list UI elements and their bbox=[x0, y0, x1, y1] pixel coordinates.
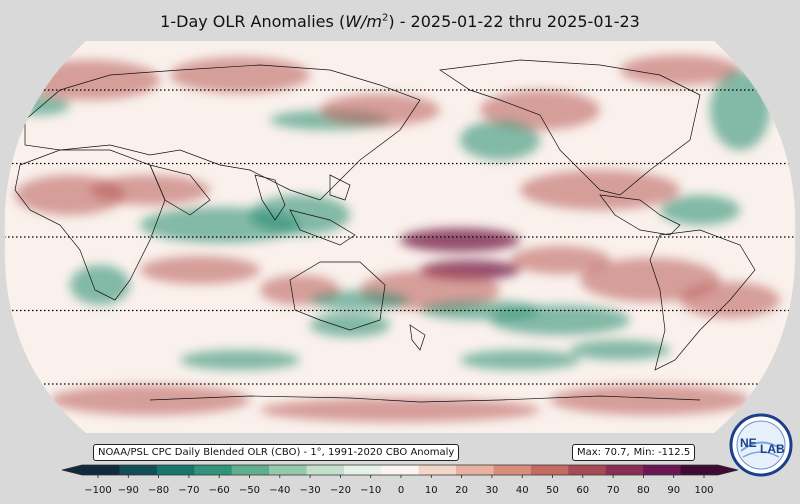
logo-text-b: LAB bbox=[760, 442, 785, 456]
source-note: NOAA/PSL CPC Daily Blended OLR (CBO) - 1… bbox=[93, 444, 460, 461]
colorbar-segment bbox=[418, 465, 457, 475]
anomaly-region bbox=[550, 385, 750, 415]
coastline bbox=[149, 395, 701, 403]
colorbar-segment bbox=[493, 465, 532, 475]
coastline bbox=[149, 164, 211, 216]
colorbar-tick-label: 80 bbox=[637, 485, 650, 496]
colorbar-tick-label: −30 bbox=[300, 485, 321, 496]
colorbar-segment bbox=[82, 465, 120, 475]
colorbar-segment bbox=[456, 465, 495, 475]
colorbar-segment bbox=[119, 465, 158, 475]
coastline bbox=[409, 324, 426, 351]
coastline bbox=[329, 174, 351, 201]
colorbar-segment bbox=[643, 465, 682, 475]
colorbar: −100 −90 −80 −70 −60 −50 −40 −30 −20 −10 0 10 20 30 40… bbox=[0, 460, 800, 500]
colorbar-tick-label: 90 bbox=[667, 485, 680, 496]
colorbar-tick-label: −60 bbox=[209, 485, 230, 496]
unit-variable: W/m bbox=[345, 12, 382, 31]
anomaly-region bbox=[660, 195, 740, 225]
colorbar-segment bbox=[156, 465, 195, 475]
colorbar-tick-label: 60 bbox=[576, 485, 589, 496]
colorbar-segment bbox=[306, 465, 345, 475]
coastlines bbox=[14, 59, 756, 403]
nelab-logo: NE LAB bbox=[729, 413, 793, 477]
colorbar-tick-label: −20 bbox=[330, 485, 351, 496]
anomaly-region bbox=[480, 90, 600, 130]
colorbar-svg: −100 −90 −80 −70 −60 −50 −40 −30 −20 −10 0 10 20 30 40… bbox=[61, 464, 739, 496]
anomaly-region bbox=[310, 290, 410, 310]
colorbar-segment bbox=[231, 465, 270, 475]
colorbar-tick-label: 100 bbox=[694, 485, 713, 496]
latitude-gridlines bbox=[4, 89, 796, 385]
anomaly-region bbox=[570, 340, 670, 360]
max-value: Max: 70.7, bbox=[577, 447, 630, 458]
colorbar-min-extend bbox=[62, 465, 82, 475]
colorbar-tick-label: 70 bbox=[607, 485, 620, 496]
colorbar-tick-label: −100 bbox=[84, 485, 111, 496]
coastline bbox=[14, 149, 166, 301]
anomaly-region bbox=[180, 350, 300, 370]
anomaly-region bbox=[170, 57, 310, 93]
colorbar-outline bbox=[61, 464, 739, 476]
colorbar-tick-label: −70 bbox=[178, 485, 199, 496]
anomaly-region bbox=[10, 95, 70, 115]
coastline bbox=[289, 209, 356, 246]
colorbar-tick-label: 20 bbox=[455, 485, 468, 496]
colorbar-max-extend bbox=[718, 465, 738, 475]
colorbar-segment bbox=[680, 465, 719, 475]
anomaly-region bbox=[250, 195, 350, 235]
anomaly-region bbox=[400, 228, 520, 252]
min-value: Min: -112.5 bbox=[633, 447, 691, 458]
coastline bbox=[439, 59, 701, 196]
colorbar-tick-label: 50 bbox=[546, 485, 559, 496]
anomaly-region bbox=[510, 246, 610, 274]
anomaly-region bbox=[20, 60, 160, 100]
colorbar-segment bbox=[381, 465, 420, 475]
anomaly-region bbox=[90, 175, 210, 205]
colorbar-segment bbox=[530, 465, 569, 475]
colorbar-tick-label: 40 bbox=[516, 485, 529, 496]
coastline bbox=[599, 194, 681, 236]
colorbar-tick-label: −80 bbox=[148, 485, 169, 496]
anomaly-region bbox=[460, 120, 540, 160]
colorbar-segment bbox=[194, 465, 233, 475]
coastline bbox=[254, 174, 286, 221]
colorbar-tick-label: −40 bbox=[269, 485, 290, 496]
anomaly-region bbox=[580, 258, 720, 302]
anomaly-region bbox=[70, 265, 130, 305]
colorbar-tick-label: 30 bbox=[486, 485, 499, 496]
colorbar-tick-label: −50 bbox=[239, 485, 260, 496]
coastline bbox=[289, 261, 386, 331]
colorbar-tick-label: 10 bbox=[425, 485, 438, 496]
stats-box: Max: 70.7, Min: -112.5 bbox=[572, 444, 696, 461]
unit-exponent: 2 bbox=[381, 12, 389, 24]
anomaly-region bbox=[490, 305, 630, 335]
coastline bbox=[649, 229, 756, 371]
colorbar-tick-label: −90 bbox=[118, 485, 139, 496]
colorbar-segment bbox=[568, 465, 607, 475]
map-title: 1-Day OLR Anomalies (W/m2) - 2025-01-22 … bbox=[160, 12, 640, 31]
logo-text-a: NE bbox=[740, 436, 757, 450]
colorbar-segment bbox=[605, 465, 644, 475]
anomaly-region bbox=[260, 398, 540, 422]
anomaly-region bbox=[460, 350, 580, 370]
anomaly-region bbox=[710, 70, 770, 150]
colorbar-tick-label: 0 bbox=[398, 485, 404, 496]
colorbar-segment bbox=[269, 465, 307, 475]
colorbar-tick-label: −10 bbox=[360, 485, 381, 496]
anomaly-region bbox=[320, 94, 440, 126]
anomaly-region bbox=[620, 55, 740, 85]
anomaly-region bbox=[140, 256, 260, 284]
colorbar-segment bbox=[343, 465, 382, 475]
anomaly-region bbox=[310, 313, 390, 337]
